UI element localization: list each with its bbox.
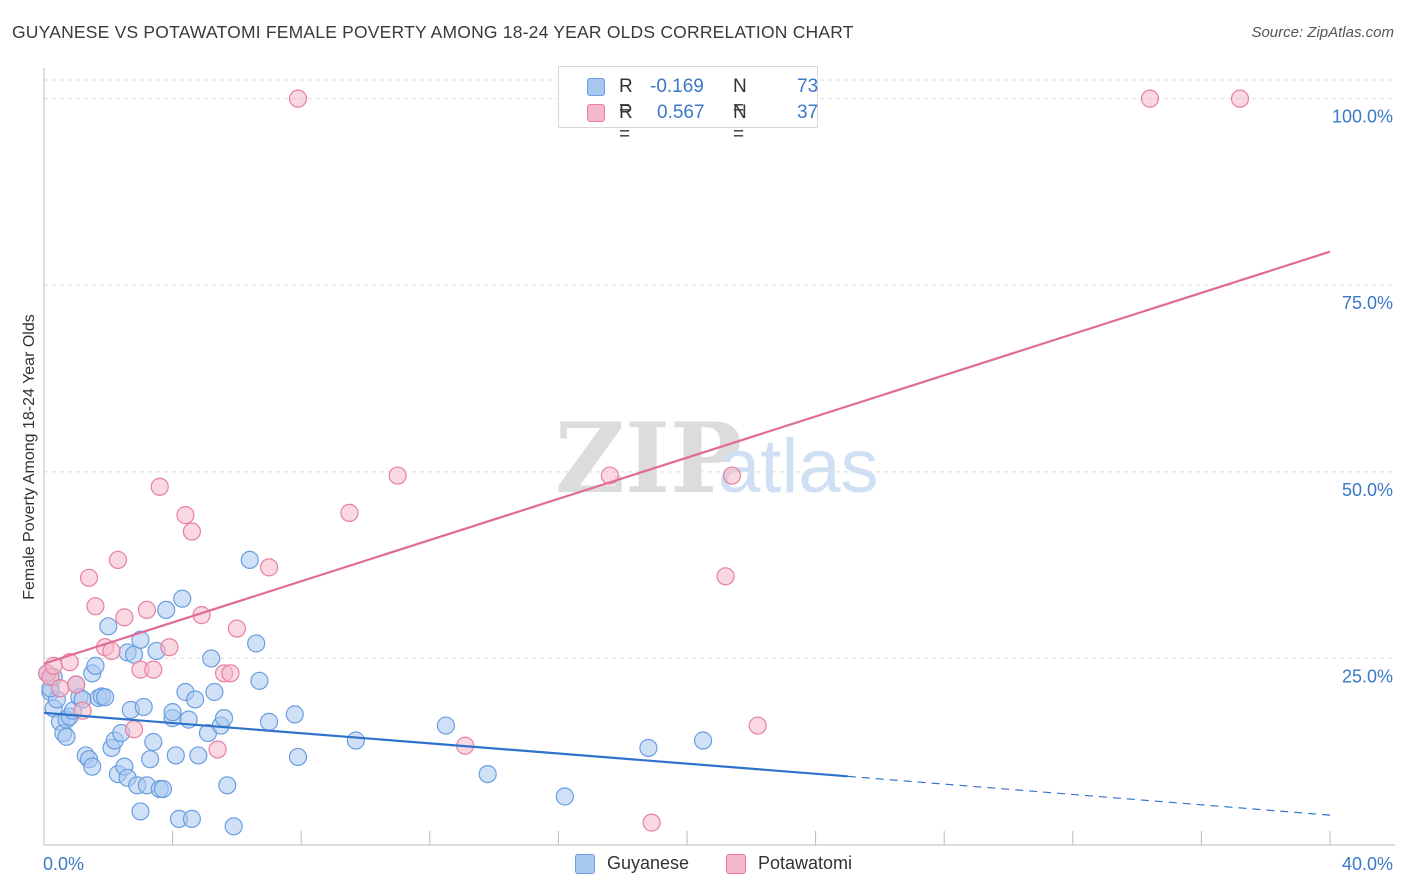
watermark-atlas: atlas <box>718 424 879 509</box>
guyanese-point <box>83 757 102 776</box>
potawatomi-point <box>259 558 279 577</box>
potawatomi-swatch <box>587 104 605 122</box>
n-value: 37 <box>797 102 819 123</box>
potawatomi-legend-swatch <box>726 854 746 874</box>
y-tick-label: 75.0% <box>1342 293 1393 313</box>
guyanese-point <box>346 731 365 750</box>
chart-title: GUYANESE VS POTAWATOMI FEMALE POVERTY AM… <box>12 22 854 42</box>
potawatomi-trend-line <box>43 250 1331 665</box>
guyanese-point <box>218 776 237 795</box>
potawatomi-point <box>1230 89 1250 108</box>
potawatomi-point <box>108 550 128 569</box>
potawatomi-point <box>288 89 308 108</box>
r-value: -0.169 <box>650 76 704 97</box>
guyanese-point <box>639 738 658 758</box>
guyanese-point <box>95 688 115 707</box>
guyanese-point <box>436 716 455 735</box>
guyanese-point <box>86 656 105 675</box>
potawatomi-point <box>227 619 246 638</box>
guyanese-point <box>131 802 150 821</box>
guyanese-point <box>157 600 176 620</box>
guyanese-point <box>153 779 173 799</box>
n-label: N = <box>733 76 747 119</box>
potawatomi-point <box>86 597 105 616</box>
guyanese-point <box>214 709 234 728</box>
guyanese-legend-swatch <box>575 854 595 874</box>
y-tick-label: 100.0% <box>1332 107 1393 127</box>
guyanese-point <box>240 550 259 569</box>
stats-legend: R = -0.169 N = 73 R = 0.567 N = 37 <box>558 66 819 145</box>
x-tick-label: 40.0% <box>1342 854 1393 874</box>
guyanese-point <box>285 705 304 724</box>
potawatomi-point <box>182 522 201 541</box>
guyanese-point <box>478 764 497 784</box>
guyanese-point <box>173 589 192 608</box>
potawatomi-point <box>340 503 359 522</box>
potawatomi-point <box>67 675 86 694</box>
guyanese-legend-label: Guyanese <box>607 853 690 873</box>
potawatomi-point <box>124 720 144 739</box>
potawatomi-point <box>115 608 134 627</box>
x-tick-label: 0.0% <box>43 854 84 874</box>
potawatomi-point <box>1140 89 1160 108</box>
potawatomi-point <box>208 740 227 759</box>
potawatomi-point <box>600 466 619 485</box>
potawatomi-point <box>748 716 767 735</box>
guyanese-point <box>250 671 269 690</box>
potawatomi-point <box>144 660 163 679</box>
guyanese-point <box>259 712 279 731</box>
r-label: R = <box>619 102 633 145</box>
guyanese-swatch <box>587 78 605 96</box>
potawatomi-point <box>79 568 99 587</box>
r-value: 0.567 <box>657 102 705 123</box>
potawatomi-point <box>221 664 240 683</box>
r-label: R = <box>619 76 633 119</box>
n-label: N = <box>733 102 747 145</box>
guyanese-point <box>189 746 208 765</box>
guyanese-point <box>99 617 118 636</box>
potawatomi-point <box>50 679 70 698</box>
n-value: 73 <box>797 76 819 97</box>
y-tick-label: 25.0% <box>1342 666 1393 686</box>
guyanese-point <box>202 649 221 668</box>
guyanese-point <box>140 750 160 769</box>
guyanese-point <box>163 703 182 722</box>
guyanese-point <box>205 682 224 702</box>
potawatomi-point <box>160 638 179 657</box>
potawatomi-point <box>722 466 742 485</box>
guyanese-point <box>186 690 205 709</box>
potawatomi-legend-label: Potawatomi <box>758 853 853 873</box>
guyanese-point <box>555 787 574 806</box>
guyanese-point <box>131 630 150 649</box>
guyanese-point <box>57 727 76 746</box>
watermark-zip: ZIP <box>555 402 742 515</box>
guyanese-point <box>144 732 163 752</box>
potawatomi-point <box>176 506 195 525</box>
guyanese-point <box>182 809 201 828</box>
guyanese-point <box>224 817 243 836</box>
y-tick-label: 50.0% <box>1342 480 1393 500</box>
potawatomi-point <box>642 813 661 832</box>
guyanese-point <box>166 746 185 765</box>
guyanese-point <box>134 697 153 717</box>
potawatomi-point <box>388 466 407 485</box>
potawatomi-point <box>150 477 169 496</box>
guyanese-trend-line <box>43 711 848 778</box>
guyanese-trend-extension <box>847 775 1331 816</box>
source-label: Source: ZipAtlas.com <box>1251 24 1394 41</box>
potawatomi-point <box>716 567 735 586</box>
guyanese-point <box>693 731 713 750</box>
guyanese-point <box>288 747 308 767</box>
potawatomi-point <box>137 600 156 620</box>
guyanese-point <box>247 634 266 653</box>
